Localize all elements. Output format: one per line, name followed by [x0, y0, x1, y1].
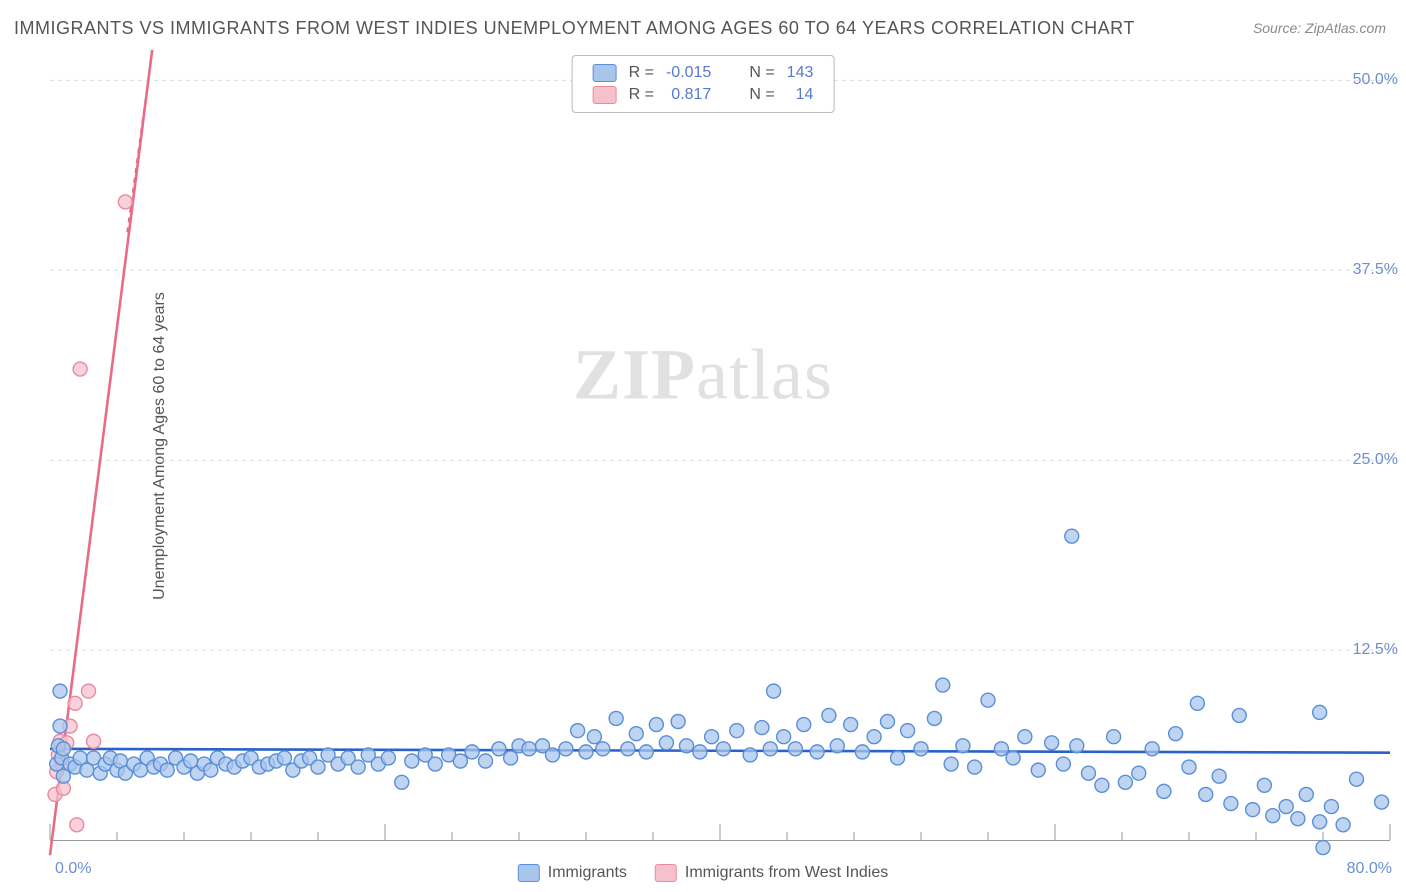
swatch-icon [593, 86, 617, 104]
stats-row-0: R = -0.015 N = 143 [587, 62, 820, 84]
y-tick-label: 50.0% [1353, 71, 1398, 89]
y-tick-label: 12.5% [1353, 641, 1398, 659]
stat-r-value: 0.817 [660, 84, 717, 106]
plot-area [50, 50, 1390, 841]
stat-r-label: R = [623, 62, 660, 84]
swatch-icon [518, 864, 540, 882]
stat-n-label: N = [743, 62, 780, 84]
stats-row-1: R = 0.817 N = 14 [587, 84, 820, 106]
series-legend: Immigrants Immigrants from West Indies [518, 864, 888, 882]
swatch-icon [593, 64, 617, 82]
swatch-icon [655, 864, 677, 882]
plot-svg [50, 50, 1390, 840]
legend-item-1: Immigrants from West Indies [655, 864, 888, 882]
stat-r-label: R = [623, 84, 660, 106]
chart-container: IMMIGRANTS VS IMMIGRANTS FROM WEST INDIE… [0, 0, 1406, 892]
stat-n-value: 143 [781, 62, 820, 84]
x-origin-label: 0.0% [55, 860, 91, 878]
stat-n-label: N = [743, 84, 780, 106]
source-label: Source: ZipAtlas.com [1253, 20, 1386, 36]
chart-title: IMMIGRANTS VS IMMIGRANTS FROM WEST INDIE… [14, 18, 1135, 39]
legend-item-0: Immigrants [518, 864, 627, 882]
legend-label: Immigrants from West Indies [685, 864, 888, 882]
stat-n-value: 14 [781, 84, 820, 106]
y-tick-label: 37.5% [1353, 261, 1398, 279]
stats-legend: R = -0.015 N = 143 R = 0.817 N = 14 [572, 55, 835, 113]
legend-label: Immigrants [548, 864, 627, 882]
stat-r-value: -0.015 [660, 62, 717, 84]
y-tick-label: 25.0% [1353, 451, 1398, 469]
x-max-label: 80.0% [1347, 860, 1392, 878]
